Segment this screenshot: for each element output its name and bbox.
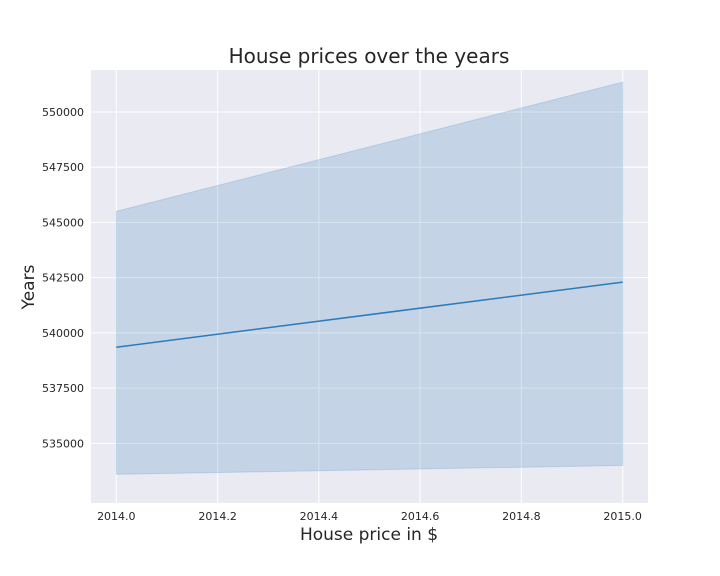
y-tick-label: 550000 xyxy=(42,106,84,119)
grid-lines xyxy=(91,70,648,503)
y-axis-label: Years xyxy=(19,264,39,310)
x-tick-label: 2014.0 xyxy=(97,510,136,523)
x-tick-label: 2014.2 xyxy=(198,510,237,523)
x-tick-label: 2014.4 xyxy=(300,510,339,523)
y-tick-label: 547500 xyxy=(42,161,84,174)
y-tick-label: 535000 xyxy=(42,437,84,450)
x-tick-label: 2014.8 xyxy=(502,510,541,523)
series-line xyxy=(116,281,623,348)
y-tick-label: 537500 xyxy=(42,382,84,395)
confidence-band xyxy=(115,81,624,475)
y-tick-labels: 535000 537500 540000 542500 545000 547500 5500… xyxy=(42,106,84,450)
x-tick-labels: 2014.0 2014.2 2014.4 2014.6 2014.8 2015.0 xyxy=(97,510,642,523)
y-tick-label: 545000 xyxy=(42,216,84,229)
x-tick-label: 2015.0 xyxy=(603,510,642,523)
plot-area xyxy=(91,70,648,503)
x-axis-label: House price in $ xyxy=(300,525,438,545)
y-tick-label: 542500 xyxy=(42,272,84,285)
x-tick-label: 2014.6 xyxy=(401,510,440,523)
chart-title: House prices over the years xyxy=(229,44,510,68)
y-tick-label: 540000 xyxy=(42,327,84,340)
